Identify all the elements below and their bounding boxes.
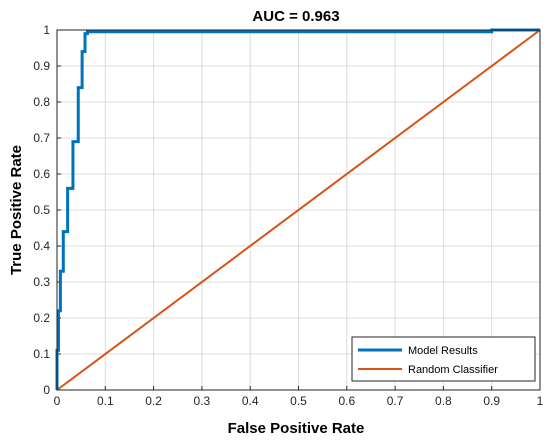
y-tick-label: 0.4 (33, 239, 50, 253)
y-tick-label: 0.7 (33, 131, 50, 145)
series-layer (55, 28, 541, 391)
chart-title: AUC = 0.963 (252, 8, 339, 25)
x-tick-label: 0.8 (435, 394, 452, 408)
y-tick-label: 1 (43, 23, 50, 37)
y-tick-label: 0.3 (33, 275, 50, 289)
y-tick-label: 0.8 (33, 95, 50, 109)
x-axis-label: False Positive Rate (228, 420, 365, 437)
x-tick-label: 1 (537, 394, 544, 408)
y-tick-label: 0.1 (33, 347, 50, 361)
x-tick-label: 0 (54, 394, 61, 408)
x-tick-label: 0.6 (338, 394, 355, 408)
legend-box (351, 336, 536, 382)
x-tick-label: 0.7 (387, 394, 404, 408)
x-tick-label: 0.1 (97, 394, 114, 408)
y-tick-label: 0.5 (33, 203, 50, 217)
x-tick-label: 0.5 (290, 394, 307, 408)
y-tick-label: 0.6 (33, 167, 50, 181)
y-tick-label: 0 (43, 383, 50, 397)
x-tick-label: 0.3 (194, 394, 211, 408)
legend: Model Results Random Classifier (351, 336, 536, 382)
series-line-model-results (55, 28, 540, 390)
x-tick-label: 0.9 (483, 394, 500, 408)
x-tick-label: 0.2 (145, 394, 162, 408)
y-axis-label: True Positive Rate (8, 145, 25, 275)
series-line-random-classifier (56, 29, 541, 391)
tick-labels: 0 0.1 0.2 0.3 0.4 0.5 0.6 0.7 0.8 0.9 1 0 0.1 0.2 0.3 0… (33, 23, 543, 408)
y-tick-label: 0.2 (33, 311, 50, 325)
x-tick-label: 0.4 (242, 394, 259, 408)
legend-label: Random Classifier (408, 364, 498, 376)
plot-frame (56, 29, 541, 391)
y-tick-label: 0.9 (33, 59, 50, 73)
legend-label: Model Results (408, 345, 478, 357)
